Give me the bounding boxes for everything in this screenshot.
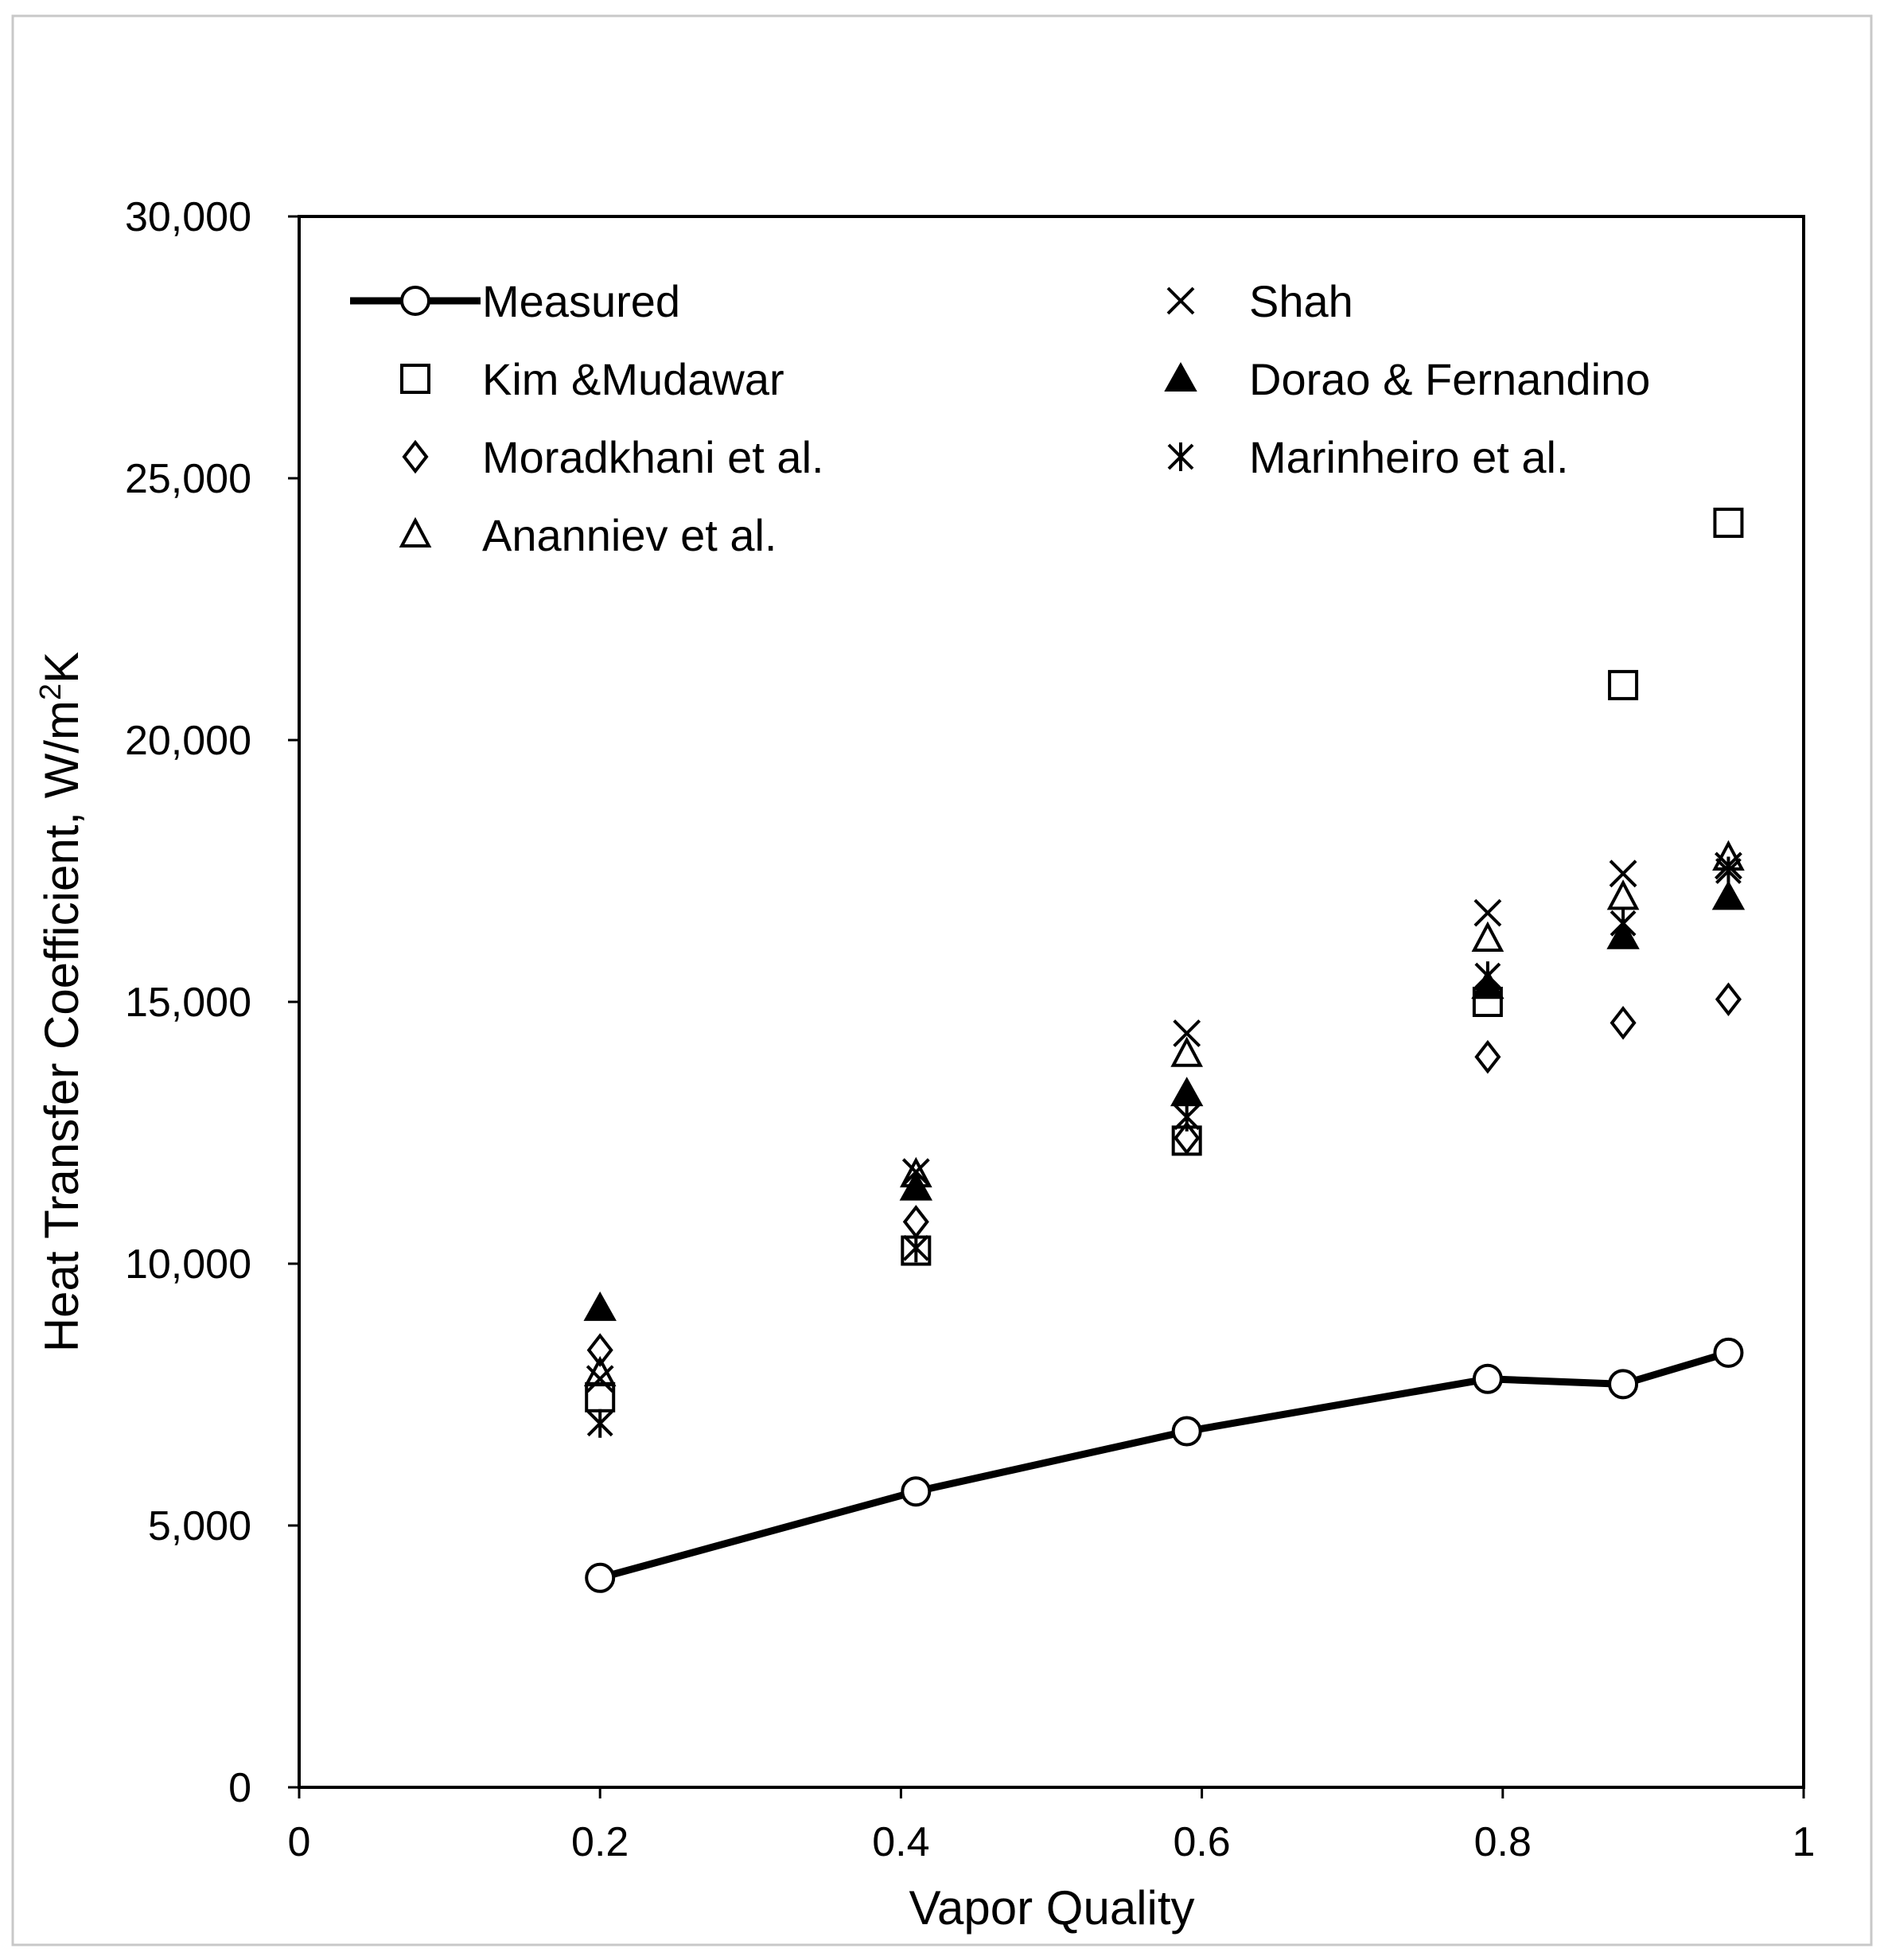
legend-label: Dorao & Fernandino xyxy=(1249,354,1650,404)
legend-item: Kim &Mudawar xyxy=(400,354,784,404)
x-axis-title: Vapor Quality xyxy=(909,1881,1194,1935)
y-axis-title-main: Heat Transfer Coefficient, W/m xyxy=(35,700,88,1352)
figure-border xyxy=(11,14,1873,1946)
legend-label: Kim &Mudawar xyxy=(482,354,784,404)
x-tick-label: 0.4 xyxy=(872,1819,929,1865)
x-tick-label: 0.2 xyxy=(571,1819,629,1865)
data-point xyxy=(586,1409,613,1438)
y-tick-label: 20,000 xyxy=(125,718,251,764)
data-point xyxy=(1610,1006,1637,1040)
legend-marker xyxy=(399,516,432,547)
legend-marker xyxy=(1167,442,1194,471)
data-point xyxy=(1474,961,1501,991)
data-point xyxy=(585,1562,616,1593)
data-point xyxy=(1610,909,1637,938)
legend-marker xyxy=(1164,361,1197,392)
measured-line xyxy=(599,1349,1730,1582)
y-tick-label: 25,000 xyxy=(125,456,251,502)
x-tick-label: 0.8 xyxy=(1474,1819,1532,1865)
y-tick-label: 30,000 xyxy=(125,194,251,240)
data-point xyxy=(1473,898,1502,927)
legend-item: Dorao & Fernandino xyxy=(1164,354,1650,404)
legend-marker xyxy=(402,439,429,474)
data-point xyxy=(1171,1416,1202,1447)
series-marinheiro-et-al- xyxy=(586,856,1742,1438)
legend: Measured Kim &Mudawar Moradkhani et al. Ana… xyxy=(350,276,1650,560)
data-point xyxy=(1608,1369,1639,1400)
data-point xyxy=(1170,1036,1204,1067)
data-point xyxy=(586,1365,614,1393)
legend-item: Marinheiro et al. xyxy=(1167,432,1569,482)
y-axis-title-suffix: K xyxy=(35,652,88,684)
legend-label: Moradkhani et al. xyxy=(482,432,824,482)
y-axis-title-superscript: 2 xyxy=(34,684,68,700)
data-layer xyxy=(583,507,1746,1593)
legend-marker xyxy=(400,364,430,394)
data-point xyxy=(1713,507,1744,538)
data-point xyxy=(1608,669,1639,700)
data-point xyxy=(1174,1120,1201,1155)
y-tick-label: 10,000 xyxy=(125,1241,251,1288)
data-point xyxy=(1606,879,1640,910)
legend-item: Measured xyxy=(350,276,680,326)
data-point xyxy=(1715,982,1742,1016)
x-tick-label: 0 xyxy=(288,1819,311,1865)
data-point xyxy=(901,1476,932,1507)
data-point xyxy=(899,1171,933,1201)
x-tick-label: 1 xyxy=(1793,1819,1816,1865)
legend-marker xyxy=(1166,286,1195,315)
data-point xyxy=(1609,859,1637,888)
legend-item: Moradkhani et al. xyxy=(402,432,824,482)
data-point xyxy=(1174,1102,1201,1132)
x-tick-label: 0.6 xyxy=(1173,1819,1230,1865)
legend-label: Ananniev et al. xyxy=(482,510,777,560)
legend-item: Ananniev et al. xyxy=(399,510,777,560)
legend-label: Shah xyxy=(1249,276,1353,326)
data-point xyxy=(1471,921,1504,953)
data-point xyxy=(1715,856,1742,886)
data-point xyxy=(586,1333,613,1367)
y-tick-label: 0 xyxy=(228,1765,251,1811)
data-point xyxy=(1474,1039,1501,1074)
y-tick-label: 5,000 xyxy=(148,1503,251,1549)
legend-marker xyxy=(400,286,430,316)
data-point xyxy=(1472,1363,1503,1394)
series-measured xyxy=(585,1337,1744,1593)
x-axis-ticks: 0 0.2 0.4 0.6 0.8 1 xyxy=(288,1787,1816,1865)
legend-item: Shah xyxy=(1166,276,1353,326)
y-axis-ticks: 0 5,000 10,000 15,000 20,000 25,000 30,000 xyxy=(125,194,299,1811)
data-point xyxy=(902,1233,929,1263)
legend-label: Marinheiro et al. xyxy=(1249,432,1569,482)
legend-label: Measured xyxy=(482,276,680,326)
data-point xyxy=(583,1291,617,1321)
y-tick-label: 15,000 xyxy=(125,980,251,1026)
y-axis-title: Heat Transfer Coefficient, W/m2K xyxy=(34,652,88,1352)
data-point xyxy=(1713,1337,1744,1368)
data-point xyxy=(1173,1019,1201,1047)
data-point xyxy=(1711,880,1746,910)
